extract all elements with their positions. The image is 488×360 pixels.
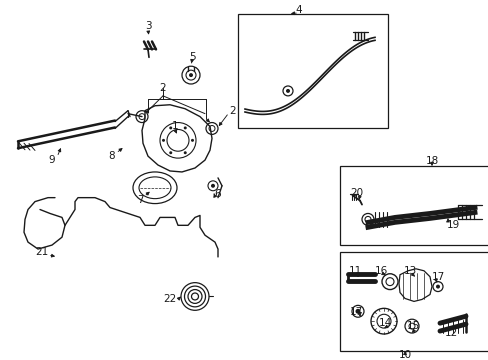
Text: 1: 1 xyxy=(171,121,178,131)
Text: 17: 17 xyxy=(348,307,362,317)
Circle shape xyxy=(169,126,172,129)
Text: 15: 15 xyxy=(406,321,419,331)
Circle shape xyxy=(183,151,186,154)
Text: 4: 4 xyxy=(295,5,302,15)
Text: 8: 8 xyxy=(108,151,115,161)
Circle shape xyxy=(191,139,194,142)
Text: 19: 19 xyxy=(446,220,459,230)
Text: 14: 14 xyxy=(378,318,391,328)
Text: 10: 10 xyxy=(398,350,411,360)
Text: 3: 3 xyxy=(144,21,151,31)
Bar xyxy=(238,14,387,129)
Text: 16: 16 xyxy=(374,266,387,276)
Circle shape xyxy=(183,126,186,129)
Circle shape xyxy=(355,309,360,314)
Circle shape xyxy=(435,285,439,289)
Text: 18: 18 xyxy=(425,156,438,166)
Circle shape xyxy=(285,89,289,93)
Text: 17: 17 xyxy=(430,272,444,282)
Text: 12: 12 xyxy=(444,328,457,338)
Text: 7: 7 xyxy=(137,195,143,204)
Circle shape xyxy=(189,73,193,77)
Text: 2: 2 xyxy=(160,83,166,93)
Text: 21: 21 xyxy=(35,247,48,257)
Text: 2: 2 xyxy=(229,106,236,116)
Text: 11: 11 xyxy=(347,266,361,276)
Bar xyxy=(339,166,488,245)
Circle shape xyxy=(210,184,215,188)
Text: 20: 20 xyxy=(350,188,363,198)
Bar xyxy=(339,252,488,351)
Text: 6: 6 xyxy=(214,189,221,199)
Circle shape xyxy=(162,139,164,142)
Text: 9: 9 xyxy=(49,155,55,165)
Circle shape xyxy=(169,151,172,154)
Text: 13: 13 xyxy=(403,266,416,276)
Text: 5: 5 xyxy=(188,52,195,62)
Text: 22: 22 xyxy=(163,294,176,305)
